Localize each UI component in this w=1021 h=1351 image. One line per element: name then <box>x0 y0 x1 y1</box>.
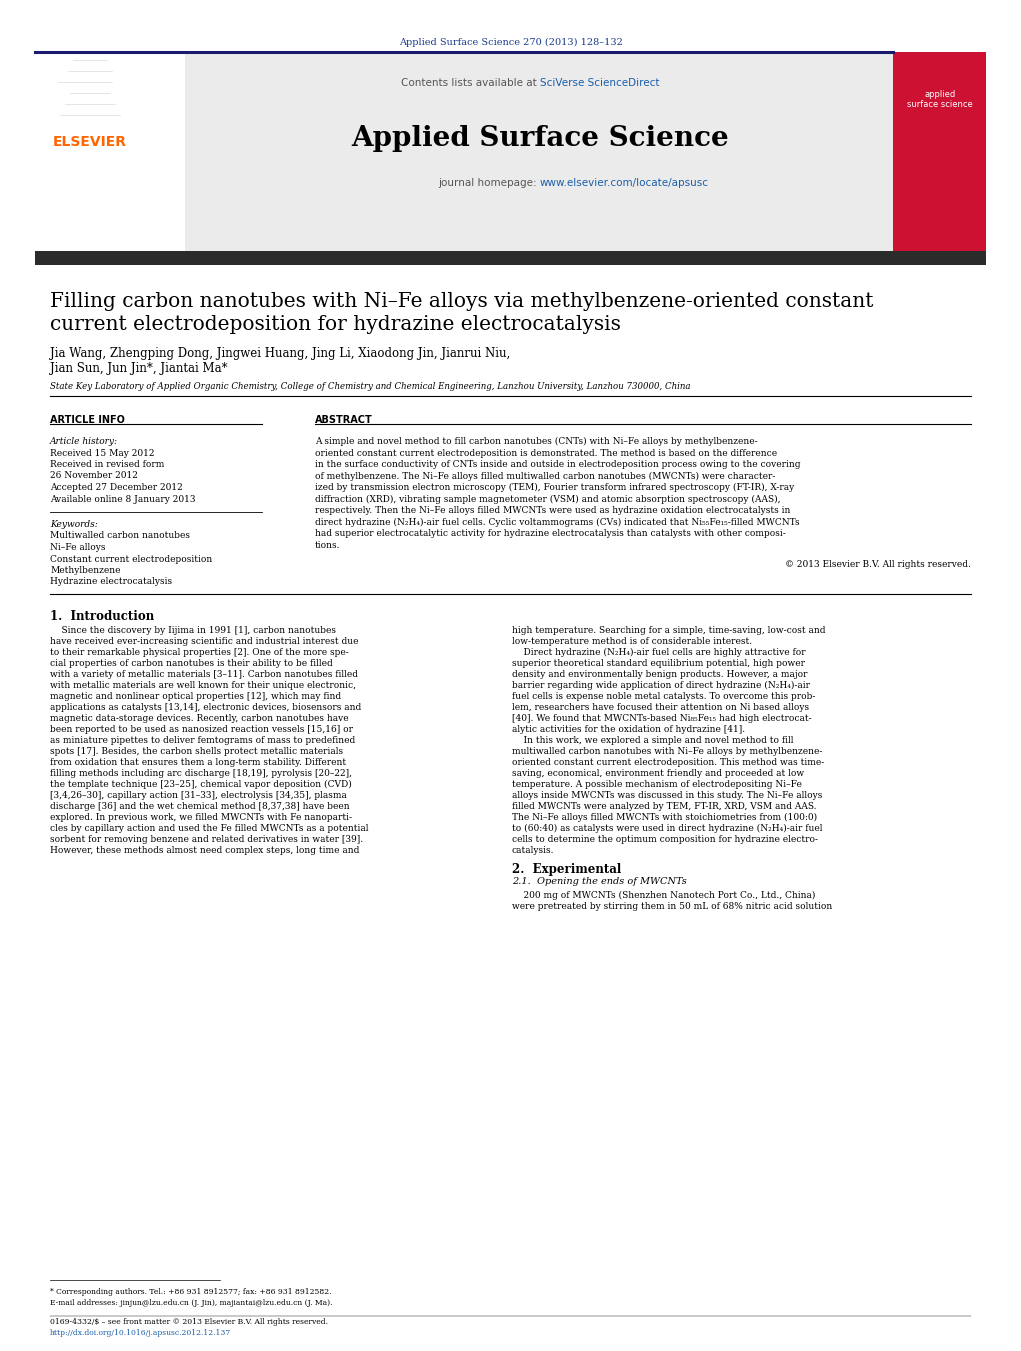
Bar <box>35 251 986 265</box>
Text: © 2013 Elsevier B.V. All rights reserved.: © 2013 Elsevier B.V. All rights reserved… <box>785 561 971 569</box>
Text: * Corresponding authors. Tel.: +86 931 8912577; fax: +86 931 8912582.: * Corresponding authors. Tel.: +86 931 8… <box>50 1288 332 1296</box>
Text: Jia Wang, Zhengping Dong, Jingwei Huang, Jing Li, Xiaodong Jin, Jianrui Niu,: Jia Wang, Zhengping Dong, Jingwei Huang,… <box>50 347 510 359</box>
Text: surface science: surface science <box>907 100 973 109</box>
Text: sorbent for removing benzene and related derivatives in water [39].: sorbent for removing benzene and related… <box>50 835 363 844</box>
Text: in the surface conductivity of CNTs inside and outside in electrodeposition proc: in the surface conductivity of CNTs insi… <box>315 459 800 469</box>
Text: 2.1.  Opening the ends of MWCNTs: 2.1. Opening the ends of MWCNTs <box>512 877 687 886</box>
Text: magnetic data-storage devices. Recently, carbon nanotubes have: magnetic data-storage devices. Recently,… <box>50 713 348 723</box>
Text: filled MWCNTs were analyzed by TEM, FT-IR, XRD, VSM and AAS.: filled MWCNTs were analyzed by TEM, FT-I… <box>512 802 817 811</box>
Text: SciVerse ScienceDirect: SciVerse ScienceDirect <box>540 78 660 88</box>
Text: Accepted 27 December 2012: Accepted 27 December 2012 <box>50 484 183 492</box>
Text: alytic activities for the oxidation of hydrazine [41].: alytic activities for the oxidation of h… <box>512 725 745 734</box>
Text: Ni–Fe alloys: Ni–Fe alloys <box>50 543 105 553</box>
Text: ARTICLE INFO: ARTICLE INFO <box>50 415 125 426</box>
Text: to their remarkable physical properties [2]. One of the more spe-: to their remarkable physical properties … <box>50 648 349 657</box>
Text: Direct hydrazine (N₂H₄)-air fuel cells are highly attractive for: Direct hydrazine (N₂H₄)-air fuel cells a… <box>512 648 806 657</box>
Text: Applied Surface Science 270 (2013) 128–132: Applied Surface Science 270 (2013) 128–1… <box>399 38 623 47</box>
Text: Contents lists available at: Contents lists available at <box>401 78 540 88</box>
Text: cells to determine the optimum composition for hydrazine electro-: cells to determine the optimum compositi… <box>512 835 818 844</box>
Text: State Key Laboratory of Applied Organic Chemistry, College of Chemistry and Chem: State Key Laboratory of Applied Organic … <box>50 382 690 390</box>
Text: density and environmentally benign products. However, a major: density and environmentally benign produ… <box>512 670 808 680</box>
Text: Received in revised form: Received in revised form <box>50 459 164 469</box>
Text: A simple and novel method to fill carbon nanotubes (CNTs) with Ni–Fe alloys by m: A simple and novel method to fill carbon… <box>315 436 758 446</box>
Text: ABSTRACT: ABSTRACT <box>315 415 373 426</box>
Text: tions.: tions. <box>315 540 340 550</box>
Text: [3,4,26–30], capillary action [31–33], electrolysis [34,35], plasma: [3,4,26–30], capillary action [31–33], e… <box>50 790 347 800</box>
Text: were pretreated by stirring them in 50 mL of 68% nitric acid solution: were pretreated by stirring them in 50 m… <box>512 902 832 911</box>
Text: have received ever-increasing scientific and industrial interest due: have received ever-increasing scientific… <box>50 638 358 646</box>
Bar <box>185 51 893 253</box>
Text: ized by transmission electron microscopy (TEM), Fourier transform infrared spect: ized by transmission electron microscopy… <box>315 484 794 492</box>
Text: Constant current electrodeposition: Constant current electrodeposition <box>50 554 212 563</box>
Text: to (60:40) as catalysts were used in direct hydrazine (N₂H₄)-air fuel: to (60:40) as catalysts were used in dir… <box>512 824 823 834</box>
Text: low-temperature method is of considerable interest.: low-temperature method is of considerabl… <box>512 638 752 646</box>
Text: direct hydrazine (N₂H₄)-air fuel cells. Cyclic voltammograms (CVs) indicated tha: direct hydrazine (N₂H₄)-air fuel cells. … <box>315 517 799 527</box>
Bar <box>893 51 986 253</box>
Text: 1.  Introduction: 1. Introduction <box>50 611 154 623</box>
Text: with a variety of metallic materials [3–11]. Carbon nanotubes filled: with a variety of metallic materials [3–… <box>50 670 358 680</box>
Text: Received 15 May 2012: Received 15 May 2012 <box>50 449 154 458</box>
Text: lem, researchers have focused their attention on Ni based alloys: lem, researchers have focused their atte… <box>512 703 809 712</box>
Text: ELSEVIER: ELSEVIER <box>53 135 127 149</box>
Text: catalysis.: catalysis. <box>512 846 554 855</box>
Text: Available online 8 January 2013: Available online 8 January 2013 <box>50 494 195 504</box>
Text: In this work, we explored a simple and novel method to fill: In this work, we explored a simple and n… <box>512 736 793 744</box>
Text: oriented constant current electrodeposition. This method was time-: oriented constant current electrodeposit… <box>512 758 824 767</box>
Text: magnetic and nonlinear optical properties [12], which may find: magnetic and nonlinear optical propertie… <box>50 692 341 701</box>
Text: barrier regarding wide application of direct hydrazine (N₂H₄)-air: barrier regarding wide application of di… <box>512 681 810 690</box>
Text: However, these methods almost need complex steps, long time and: However, these methods almost need compl… <box>50 846 359 855</box>
Text: Applied Surface Science: Applied Surface Science <box>351 126 729 153</box>
Text: Since the discovery by Iijima in 1991 [1], carbon nanotubes: Since the discovery by Iijima in 1991 [1… <box>50 626 336 635</box>
Text: 0169-4332/$ – see front matter © 2013 Elsevier B.V. All rights reserved.: 0169-4332/$ – see front matter © 2013 El… <box>50 1319 328 1325</box>
Text: current electrodeposition for hydrazine electrocatalysis: current electrodeposition for hydrazine … <box>50 315 621 334</box>
Text: E-mail addresses: jinjun@lzu.edu.cn (J. Jin), majiantai@lzu.edu.cn (J. Ma).: E-mail addresses: jinjun@lzu.edu.cn (J. … <box>50 1300 333 1306</box>
Text: cles by capillary action and used the Fe filled MWCNTs as a potential: cles by capillary action and used the Fe… <box>50 824 369 834</box>
Text: cial properties of carbon nanotubes is their ability to be filled: cial properties of carbon nanotubes is t… <box>50 659 333 667</box>
Text: temperature. A possible mechanism of electrodepositing Ni–Fe: temperature. A possible mechanism of ele… <box>512 780 801 789</box>
Text: [40]. We found that MWCNTs-based Ni₈₅Fe₁₅ had high electrocat-: [40]. We found that MWCNTs-based Ni₈₅Fe₁… <box>512 713 812 723</box>
Text: 26 November 2012: 26 November 2012 <box>50 471 138 481</box>
Text: http://dx.doi.org/10.1016/j.apsusc.2012.12.137: http://dx.doi.org/10.1016/j.apsusc.2012.… <box>50 1329 231 1337</box>
Text: alloys inside MWCNTs was discussed in this study. The Ni–Fe alloys: alloys inside MWCNTs was discussed in th… <box>512 790 822 800</box>
Text: as miniature pipettes to deliver femtograms of mass to predefined: as miniature pipettes to deliver femtogr… <box>50 736 355 744</box>
Text: 200 mg of MWCNTs (Shenzhen Nanotech Port Co., Ltd., China): 200 mg of MWCNTs (Shenzhen Nanotech Port… <box>512 892 816 900</box>
Text: The Ni–Fe alloys filled MWCNTs with stoichiometries from (100:0): The Ni–Fe alloys filled MWCNTs with stoi… <box>512 813 817 823</box>
Text: Filling carbon nanotubes with Ni–Fe alloys via methylbenzene-oriented constant: Filling carbon nanotubes with Ni–Fe allo… <box>50 292 874 311</box>
Text: multiwalled carbon nanotubes with Ni–Fe alloys by methylbenzene-: multiwalled carbon nanotubes with Ni–Fe … <box>512 747 822 757</box>
Text: high temperature. Searching for a simple, time-saving, low-cost and: high temperature. Searching for a simple… <box>512 626 826 635</box>
Text: with metallic materials are well known for their unique electronic,: with metallic materials are well known f… <box>50 681 356 690</box>
Text: applied: applied <box>924 91 956 99</box>
Text: oriented constant current electrodeposition is demonstrated. The method is based: oriented constant current electrodeposit… <box>315 449 777 458</box>
Text: Hydrazine electrocatalysis: Hydrazine electrocatalysis <box>50 577 173 586</box>
Text: Keywords:: Keywords: <box>50 520 98 530</box>
Text: spots [17]. Besides, the carbon shells protect metallic materials: spots [17]. Besides, the carbon shells p… <box>50 747 343 757</box>
Text: the template technique [23–25], chemical vapor deposition (CVD): the template technique [23–25], chemical… <box>50 780 352 789</box>
Text: from oxidation that ensures them a long-term stability. Different: from oxidation that ensures them a long-… <box>50 758 346 767</box>
Text: of methylbenzene. The Ni–Fe alloys filled multiwalled carbon nanotubes (MWCNTs) : of methylbenzene. The Ni–Fe alloys fille… <box>315 471 775 481</box>
Text: superior theoretical standard equilibrium potential, high power: superior theoretical standard equilibriu… <box>512 659 805 667</box>
Text: Multiwalled carbon nanotubes: Multiwalled carbon nanotubes <box>50 531 190 540</box>
Text: been reported to be used as nanosized reaction vessels [15,16] or: been reported to be used as nanosized re… <box>50 725 353 734</box>
Text: Methylbenzene: Methylbenzene <box>50 566 120 576</box>
Text: www.elsevier.com/locate/apsusc: www.elsevier.com/locate/apsusc <box>540 178 709 188</box>
Text: saving, economical, environment friendly and proceeded at low: saving, economical, environment friendly… <box>512 769 805 778</box>
Text: Article history:: Article history: <box>50 436 118 446</box>
Text: discharge [36] and the wet chemical method [8,37,38] have been: discharge [36] and the wet chemical meth… <box>50 802 349 811</box>
Text: diffraction (XRD), vibrating sample magnetometer (VSM) and atomic absorption spe: diffraction (XRD), vibrating sample magn… <box>315 494 780 504</box>
Text: explored. In previous work, we filled MWCNTs with Fe nanoparti-: explored. In previous work, we filled MW… <box>50 813 352 821</box>
Text: fuel cells is expense noble metal catalysts. To overcome this prob-: fuel cells is expense noble metal cataly… <box>512 692 816 701</box>
Bar <box>37 120 147 230</box>
Text: filling methods including arc discharge [18,19], pyrolysis [20–22],: filling methods including arc discharge … <box>50 769 352 778</box>
Text: Jian Sun, Jun Jin*, Jiantai Ma*: Jian Sun, Jun Jin*, Jiantai Ma* <box>50 362 228 376</box>
Text: respectively. Then the Ni–Fe alloys filled MWCNTs were used as hydrazine oxidati: respectively. Then the Ni–Fe alloys fill… <box>315 507 790 515</box>
Text: applications as catalysts [13,14], electronic devices, biosensors and: applications as catalysts [13,14], elect… <box>50 703 361 712</box>
Text: had superior electrocatalytic activity for hydrazine electrocatalysis than catal: had superior electrocatalytic activity f… <box>315 530 786 538</box>
Bar <box>35 51 185 253</box>
Text: 2.  Experimental: 2. Experimental <box>512 863 621 875</box>
Text: journal homepage:: journal homepage: <box>438 178 540 188</box>
